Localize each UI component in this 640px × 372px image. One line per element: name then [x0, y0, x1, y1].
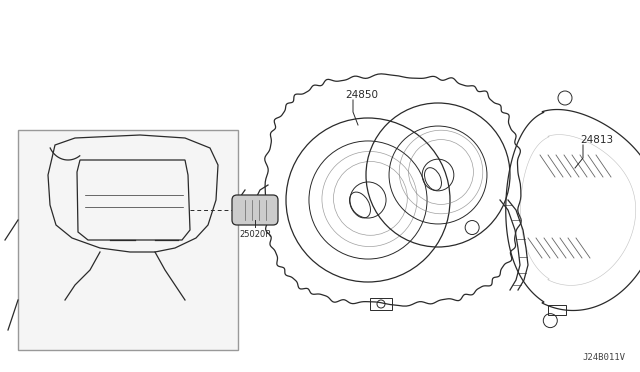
Text: 24813: 24813: [580, 135, 613, 145]
Text: 25020R: 25020R: [239, 230, 271, 239]
Bar: [18, 130, 238, 350]
Text: J24B011V: J24B011V: [582, 353, 625, 362]
Text: 24850: 24850: [345, 90, 378, 100]
FancyBboxPatch shape: [232, 195, 278, 225]
Bar: [548, 305, 566, 315]
Bar: [370, 298, 392, 310]
